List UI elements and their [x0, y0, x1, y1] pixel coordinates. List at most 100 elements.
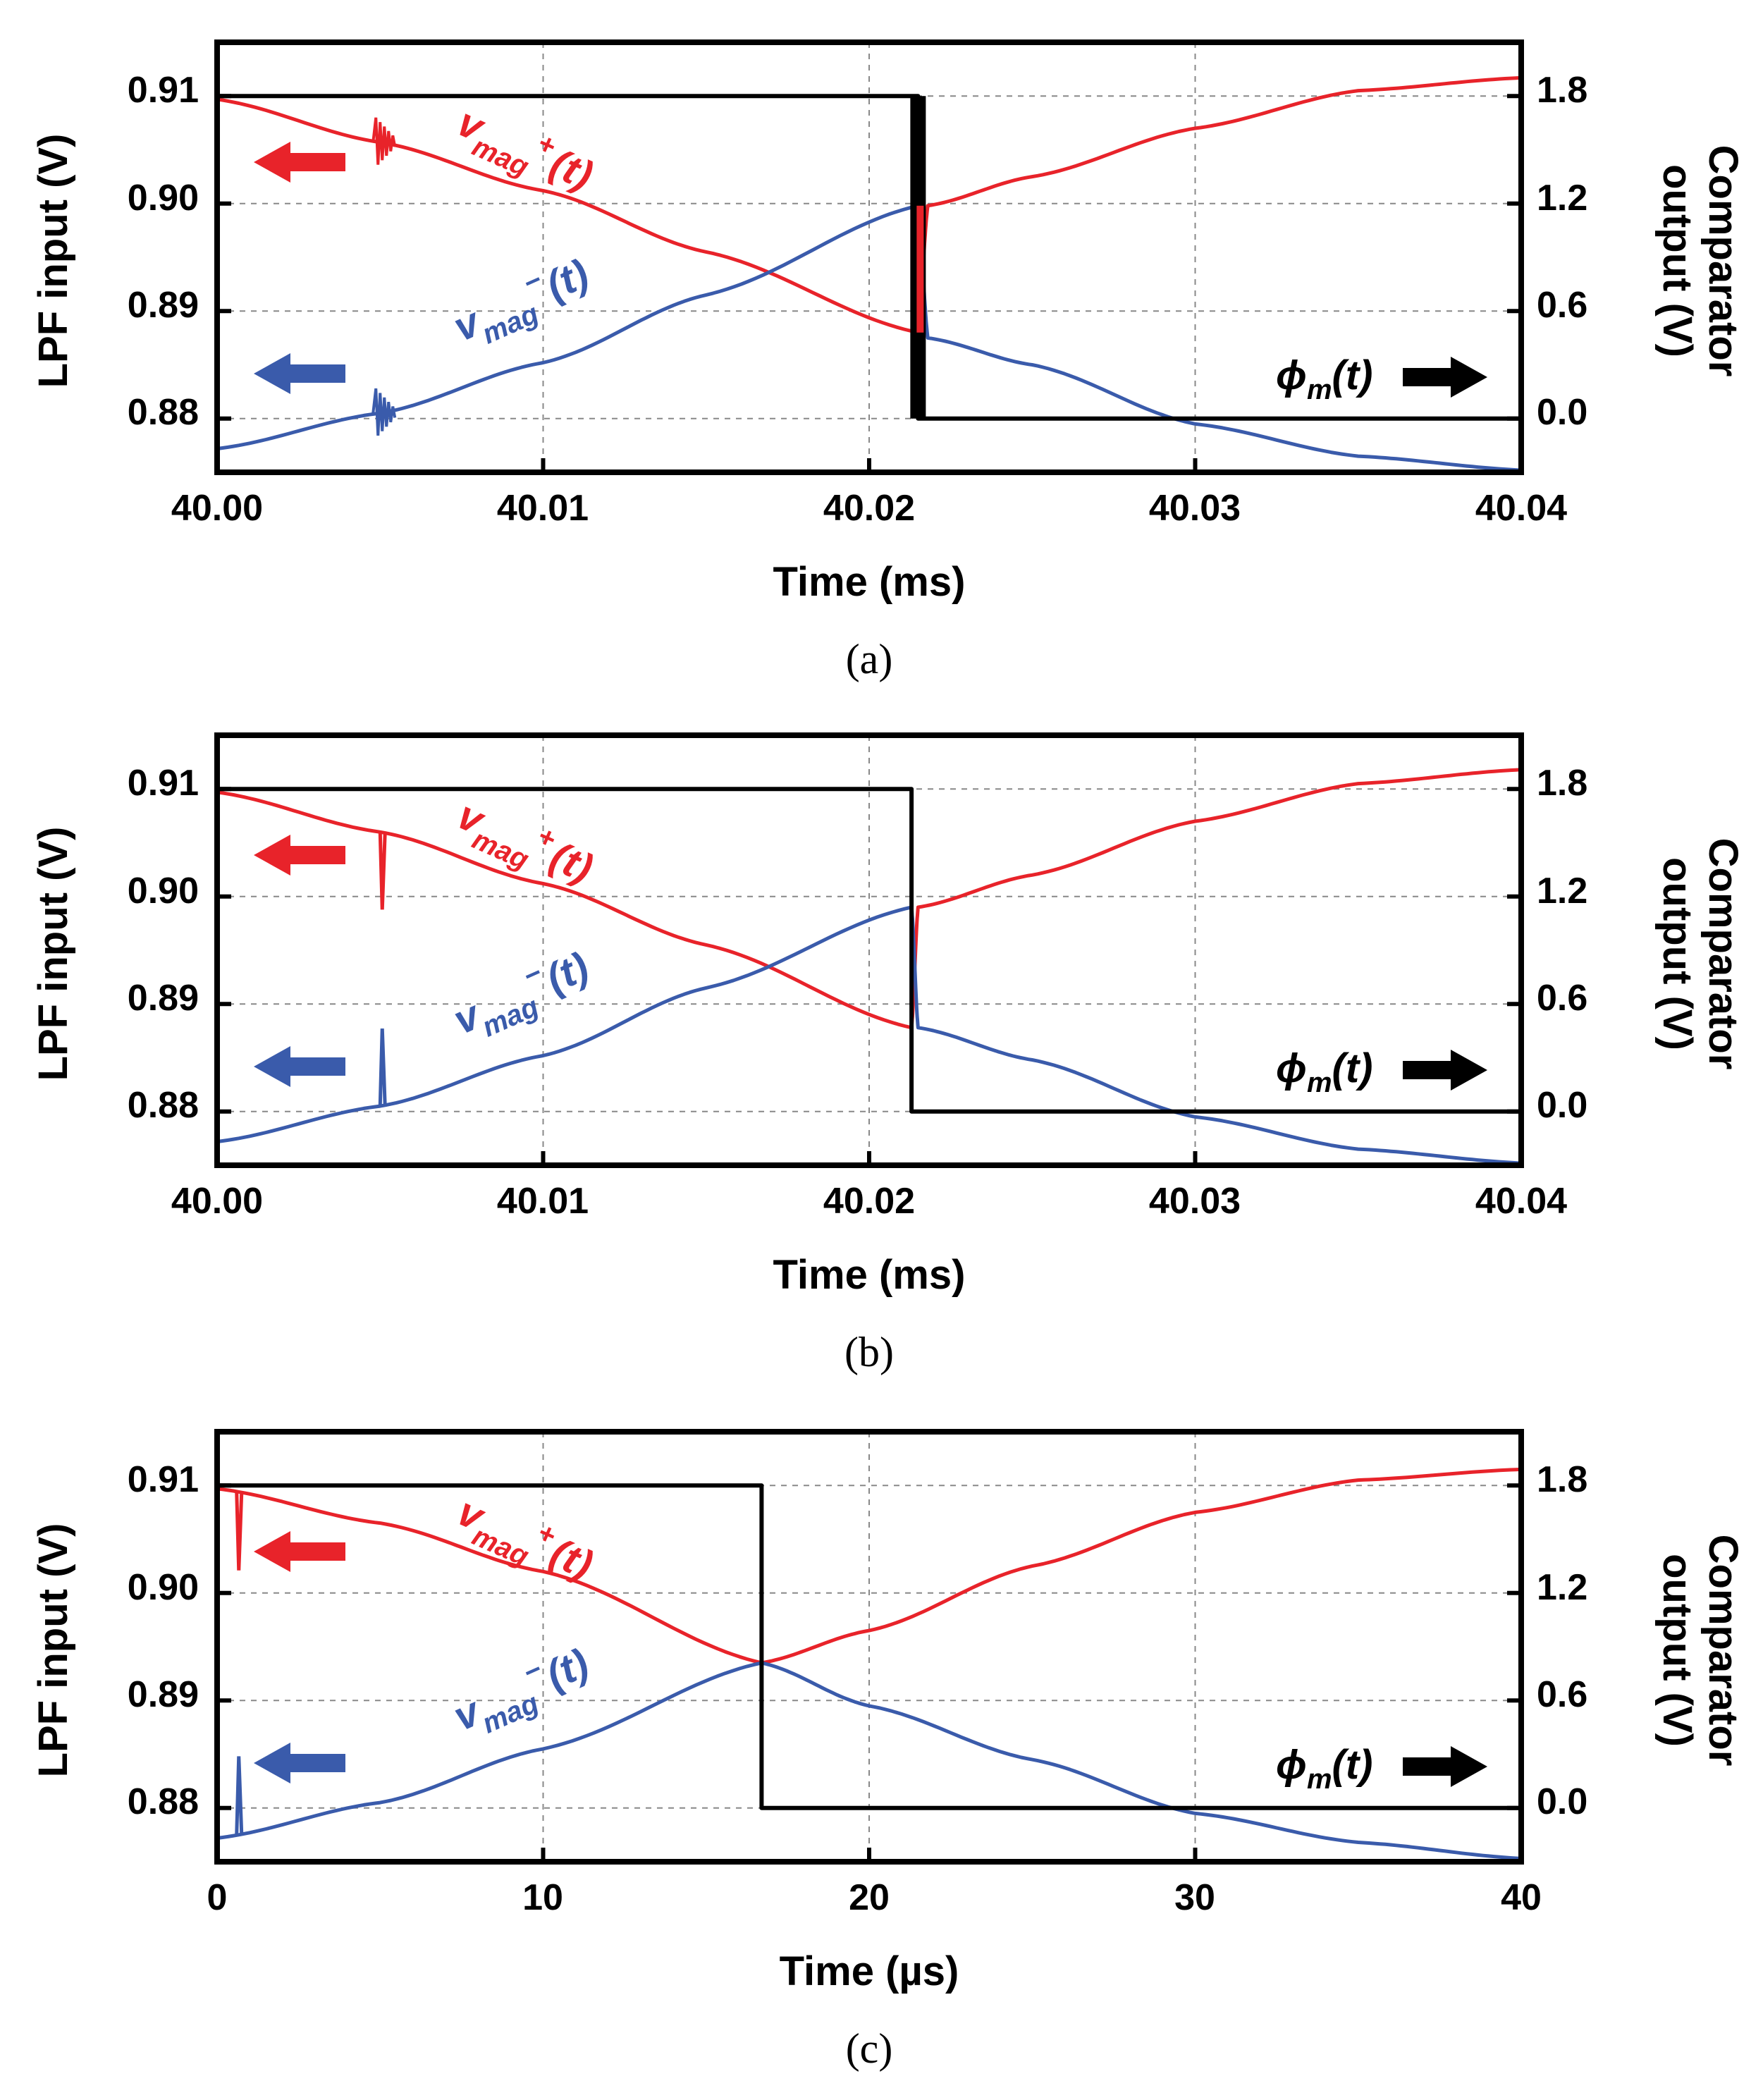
y2-axis-title: output (V) [1654, 1554, 1700, 1747]
label-sub: mag [467, 131, 533, 183]
x-tick-label: 40.04 [1475, 1181, 1567, 1222]
x-tick-label: 10 [522, 1877, 563, 1918]
phi-m-curve [217, 1483, 1521, 1810]
svg-text:vmag+(t): vmag+(t) [447, 1484, 601, 1597]
y-tick-label: 0.90 [128, 178, 199, 219]
y2-axis-title: output (V) [1654, 164, 1700, 357]
y-tick-label: 0.89 [128, 978, 199, 1019]
y-tick-label: 0.88 [128, 1085, 199, 1126]
axis-ticks [215, 787, 1523, 1165]
x-axis-title: Time (ms) [773, 559, 966, 605]
label-sub: mag [467, 824, 533, 876]
phi-label: ϕm(t) [1276, 352, 1372, 405]
label-sub: mag [467, 1521, 533, 1573]
x-axis-title: Time (ms) [773, 1252, 966, 1298]
y2-axis-title: output (V) [1654, 857, 1700, 1050]
y-tick-label: 0.90 [128, 871, 199, 911]
y-tick-label: 0.88 [128, 392, 199, 433]
vmag-plus-label: vmag+(t) [447, 94, 601, 208]
y2-tick-label: 0.6 [1537, 978, 1587, 1019]
y2-axis-title: Comparator [1700, 1535, 1746, 1767]
panel-caption: (c) [846, 2025, 893, 2072]
x-tick-label: 40.00 [171, 1181, 263, 1222]
y-tick-label: 0.90 [128, 1567, 199, 1608]
x-tick-label: 40.00 [171, 488, 263, 529]
y2-tick-label: 1.2 [1537, 1567, 1587, 1608]
vmag-plus-label: vmag+(t) [447, 787, 601, 901]
plot-series [217, 1467, 1521, 1860]
vmag-minus-label: vmag−(t) [445, 939, 599, 1052]
chart-panel-b: 0.91 0.90 0.89 0.88 1.8 1.2 0.6 0.0 40.0… [30, 732, 1746, 1375]
svg-text:vmag+(t): vmag+(t) [447, 787, 601, 901]
plot-series [217, 768, 1521, 1165]
vmag-minus-glitch [371, 388, 397, 436]
label-sub: mag [478, 1688, 543, 1740]
arrow-left-icon [254, 142, 345, 183]
vmag-plus-glitch [378, 832, 387, 910]
y2-tick-label: 1.8 [1537, 763, 1587, 804]
arrow-left-icon [254, 1046, 345, 1087]
y2-tick-label: 1.8 [1537, 1459, 1587, 1500]
label-arg: (t) [539, 250, 595, 309]
vmag-plus-label: vmag+(t) [447, 1484, 601, 1597]
panel-caption: (b) [844, 1329, 894, 1375]
y-tick-label: 0.91 [128, 763, 199, 804]
label-sub: mag [478, 298, 543, 350]
y-axis-title: LPF input (V) [30, 827, 76, 1081]
x-tick-label: 40.01 [497, 1181, 589, 1222]
x-tick-label: 40 [1501, 1877, 1542, 1918]
arrow-right-icon [1403, 1050, 1487, 1091]
plot-series [217, 75, 1521, 472]
y2-tick-label: 1.8 [1537, 70, 1587, 111]
svg-text:vmag−(t): vmag−(t) [445, 1635, 599, 1749]
phi-m-curve [217, 787, 1521, 1114]
svg-text:vmag−(t): vmag−(t) [445, 246, 599, 360]
y-tick-label: 0.89 [128, 285, 199, 326]
label-arg: (t) [539, 1640, 595, 1698]
y2-tick-label: 1.2 [1537, 178, 1587, 219]
y-tick-label: 0.91 [128, 70, 199, 111]
arrow-left-icon [254, 1531, 345, 1572]
arrow-left-icon [254, 353, 345, 394]
y2-tick-label: 0.0 [1537, 392, 1587, 433]
arrow-right-icon [1403, 1746, 1487, 1787]
x-tick-label: 20 [849, 1877, 890, 1918]
phi-label: ϕm(t) [1276, 1742, 1372, 1795]
svg-text:vmag+(t): vmag+(t) [447, 94, 601, 208]
chart-panel-a: 0.91 0.90 0.89 0.88 1.8 1.2 0.6 0.0 40.0… [30, 39, 1746, 682]
axis-ticks [215, 94, 1523, 472]
chart-panel-c: 0.91 0.90 0.89 0.88 1.8 1.2 0.6 0.0 0 10… [30, 1429, 1746, 2072]
x-axis-title: Time (µs) [780, 1948, 959, 1994]
arrow-right-icon [1403, 357, 1487, 398]
x-tick-label: 40.02 [823, 1181, 915, 1222]
y2-axis-title: Comparator [1700, 838, 1746, 1070]
vmag-minus-curve [217, 1661, 1521, 1860]
grid-lines [217, 1432, 1521, 1862]
vmag-transition [916, 205, 924, 333]
x-tick-label: 40.02 [823, 488, 915, 529]
arrow-left-icon [254, 835, 345, 876]
vmag-plus-glitch [235, 1492, 244, 1571]
y2-tick-label: 0.0 [1537, 1085, 1587, 1126]
y-tick-label: 0.88 [128, 1781, 199, 1822]
y-axis-title: LPF input (V) [30, 134, 76, 388]
x-tick-label: 0 [207, 1877, 228, 1918]
svg-text:vmag−(t): vmag−(t) [445, 939, 599, 1052]
vmag-minus-label: vmag−(t) [445, 1635, 599, 1749]
x-tick-label: 40.01 [497, 488, 589, 529]
vmag-minus-glitch [378, 1028, 387, 1107]
y2-tick-label: 0.6 [1537, 285, 1587, 326]
y-tick-label: 0.89 [128, 1674, 199, 1715]
vmag-minus-glitch [235, 1756, 244, 1834]
y-axis-title: LPF input (V) [30, 1523, 76, 1778]
y2-axis-title: Comparator [1700, 145, 1746, 377]
x-tick-label: 40.04 [1475, 488, 1567, 529]
vmag-plus-curve [217, 1467, 1521, 1665]
phi-label: ϕm(t) [1276, 1045, 1372, 1098]
vmag-minus-label: vmag−(t) [445, 246, 599, 360]
y2-tick-label: 1.2 [1537, 871, 1587, 911]
x-tick-label: 40.03 [1149, 1181, 1241, 1222]
grid-lines [217, 42, 1521, 472]
x-tick-label: 30 [1174, 1877, 1215, 1918]
